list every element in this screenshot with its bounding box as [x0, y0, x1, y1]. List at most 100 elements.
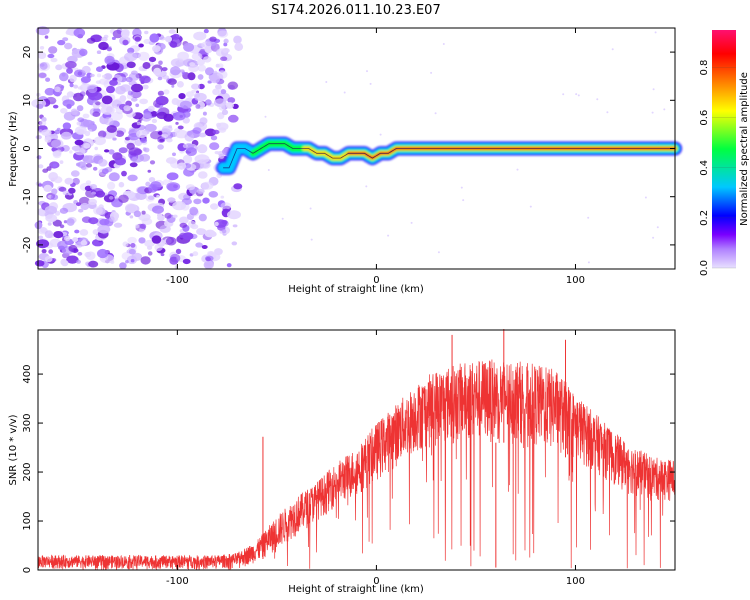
noise-blob: [198, 132, 207, 138]
noise-blob: [189, 206, 199, 216]
noise-blob: [80, 202, 90, 211]
noise-blob: [55, 64, 63, 71]
noise-blob: [185, 91, 195, 98]
noise-blob: [96, 66, 103, 72]
noise-speck: [437, 251, 440, 254]
noise-speck: [606, 111, 609, 114]
noise-blob: [131, 83, 143, 93]
noise-blob: [69, 150, 73, 154]
noise-blob: [161, 67, 168, 72]
x-tick-label: 0: [373, 275, 379, 286]
noise-blob: [55, 149, 62, 156]
noise-blob: [217, 63, 224, 68]
noise-speck: [387, 234, 390, 237]
noise-blob: [177, 51, 190, 61]
noise-blob: [93, 99, 97, 104]
noise-speck: [462, 199, 465, 202]
noise-blob: [214, 151, 220, 155]
noise-blob: [52, 163, 58, 168]
noise-blob: [205, 67, 214, 76]
noise-blob: [95, 190, 106, 198]
noise-blob: [113, 222, 123, 228]
noise-blob: [194, 92, 207, 102]
noise-blob: [162, 75, 170, 80]
noise-blob: [227, 97, 236, 104]
noise-blob: [136, 121, 141, 126]
noise-blob: [228, 114, 239, 123]
noise-speck: [562, 93, 565, 96]
noise-blob: [205, 41, 212, 47]
noise-blob: [210, 135, 218, 141]
noise-blob: [191, 89, 197, 93]
noise-blob: [69, 83, 74, 88]
noise-blob: [135, 41, 139, 45]
noise-speck: [587, 216, 590, 219]
noise-blob: [73, 84, 78, 89]
noise-blob: [53, 176, 63, 184]
noise-speck: [267, 169, 270, 171]
noise-blob: [87, 91, 103, 101]
noise-blob: [139, 228, 145, 233]
noise-blob: [127, 47, 135, 54]
noise-blob: [80, 76, 91, 83]
noise-blob: [93, 136, 106, 146]
noise-blob: [164, 212, 172, 219]
noise-blob: [165, 35, 172, 43]
colorbar: 0.0 0.2 0.4 0.6 0.8 Normalized spectral ampl…: [699, 30, 750, 276]
noise-speck: [309, 207, 312, 210]
noise-blob: [108, 172, 120, 182]
noise-blob: [194, 154, 210, 164]
noise-blob: [108, 149, 115, 155]
noise-blob: [36, 103, 44, 109]
noise-blob: [65, 60, 77, 69]
noise-blob: [218, 153, 225, 159]
noise-blob: [152, 205, 164, 214]
y-tick-label: 0: [22, 145, 33, 151]
noise-blob: [90, 184, 97, 190]
noise-blob: [157, 215, 165, 221]
noise-blob: [142, 62, 151, 69]
noise-blob: [226, 263, 232, 268]
noise-blob: [128, 147, 142, 156]
noise-blob: [82, 113, 90, 119]
noise-blob: [183, 42, 195, 52]
noise-blob: [53, 104, 59, 109]
noise-blob: [87, 85, 98, 94]
noise-blob: [193, 31, 207, 41]
noise-blob: [213, 70, 218, 76]
noise-blob: [227, 81, 239, 90]
noise-blob: [74, 229, 80, 234]
noise-blob: [157, 76, 163, 81]
noise-blob: [70, 108, 78, 116]
noise-blob: [96, 50, 102, 54]
noise-blob: [80, 165, 87, 170]
noise-blob: [204, 99, 212, 106]
noise-blob: [45, 96, 57, 105]
noise-blob: [227, 210, 241, 220]
noise-blob: [196, 59, 205, 66]
noise-blob: [50, 194, 59, 201]
noise-blob: [134, 224, 140, 229]
noise-blob: [121, 170, 127, 177]
noise-blob: [172, 152, 176, 157]
noise-blob: [196, 188, 205, 194]
noise-blob: [144, 123, 157, 132]
noise-blob: [39, 46, 45, 50]
noise-blob: [112, 29, 123, 39]
noise-speck: [644, 196, 647, 199]
noise-blob: [45, 214, 58, 223]
noise-blob: [38, 235, 44, 240]
noise-speck: [575, 93, 578, 96]
noise-blob: [100, 37, 108, 42]
noise-blob: [143, 112, 152, 119]
noise-blob: [62, 122, 72, 130]
noise-blob: [192, 251, 199, 257]
noise-blob: [166, 138, 173, 143]
colorbar-tick-label: 0.2: [699, 210, 710, 226]
noise-blob: [195, 104, 201, 109]
noise-blob: [63, 235, 71, 242]
noise-blob: [220, 195, 225, 199]
x-tick-label: 100: [566, 275, 585, 286]
noise-blob: [158, 60, 163, 66]
